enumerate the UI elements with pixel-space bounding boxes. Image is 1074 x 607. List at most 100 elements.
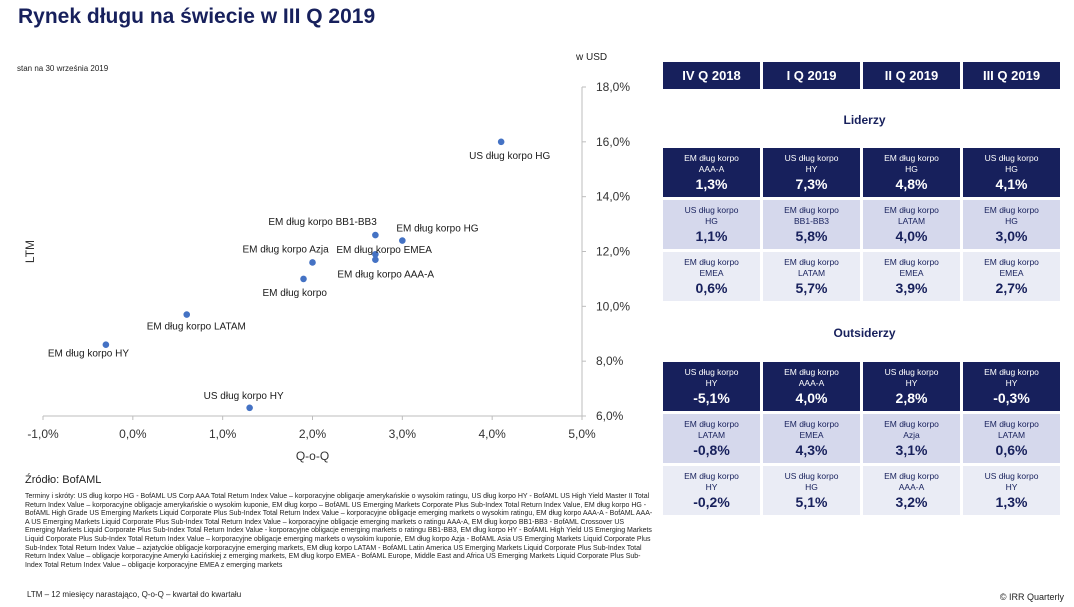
y-tick-label: 18,0% <box>596 80 630 94</box>
table-cell: US dług korpo HY 1,3% <box>963 466 1060 515</box>
y-tick-label: 16,0% <box>596 135 630 149</box>
y-axis-title: LTM <box>23 240 37 263</box>
table-cell: EM dług korpo HY -0,2% <box>663 466 760 515</box>
cell-value: -0,2% <box>693 494 730 510</box>
cell-subname: HY <box>1005 482 1018 492</box>
point-label: EM dług korpo BB1-BB3 <box>268 217 377 228</box>
cell-value: 3,0% <box>995 228 1028 244</box>
data-points: US dług korpo HG EM dług korpo BB1-BB3 EM … <box>48 138 551 412</box>
table-cell: EM dług korpo LATAM 0,6% <box>963 414 1060 463</box>
cell-subname: AAA-A <box>898 482 925 492</box>
cell-value: -0,8% <box>693 442 730 458</box>
cell-subname: LATAM <box>997 430 1026 440</box>
cell-value: 1,3% <box>695 176 728 192</box>
data-point <box>309 259 316 266</box>
table-cell: US dług korpo HG 5,1% <box>763 466 860 515</box>
table-cell: EM dług korpo Azja 3,1% <box>863 414 960 463</box>
cell-value: 4,8% <box>895 176 928 192</box>
cell-value: 3,1% <box>895 442 928 458</box>
table-cell: EM dług korpo EMEA 3,9% <box>863 252 960 301</box>
copyright: © IRR Quarterly <box>999 592 1064 602</box>
cell-subname: HY <box>805 164 818 174</box>
table-cell: EM dług korpo HG 3,0% <box>963 200 1060 249</box>
cell-value: 0,6% <box>995 442 1028 458</box>
cell-subname: HG <box>1005 164 1018 174</box>
cell-name: EM dług korpo <box>884 419 939 429</box>
cell-name: EM dług korpo <box>984 419 1039 429</box>
x-tick-label: -1,0% <box>27 427 59 441</box>
cell-name: EM dług korpo <box>884 257 939 267</box>
cell-subname: EMEA <box>699 268 724 278</box>
cell-subname: AAA-A <box>798 378 825 388</box>
table-cell: EM dług korpo BB1-BB3 5,8% <box>763 200 860 249</box>
cell-name: EM dług korpo <box>784 367 839 377</box>
data-point <box>246 404 253 412</box>
terms-note: Terminy i skróty: US dług korpo HG - Bof… <box>25 493 653 569</box>
table-cell: EM dług korpo AAA-A 1,3% <box>663 148 760 197</box>
date-note: stan na 30 września 2019 <box>17 64 109 73</box>
page-title: Rynek długu na świecie w III Q 2019 <box>18 5 376 28</box>
y-tick-label: 6,0% <box>596 409 624 423</box>
table-cell: EM dług korpo AAA-A 3,2% <box>863 466 960 515</box>
cell-subname: HG <box>805 482 818 492</box>
y-axis-ticks: 6,0% 8,0% 10,0% 12,0% 14,0% 16,0% 18,0% <box>582 80 630 423</box>
cell-value: -5,1% <box>693 390 730 406</box>
cell-subname: HY <box>705 482 718 492</box>
cell-subname: HY <box>1005 378 1018 388</box>
point-label: US dług korpo HG <box>469 151 550 162</box>
x-tick-label: 1,0% <box>209 427 237 441</box>
table-cell: US dług korpo HY 7,3% <box>763 148 860 197</box>
cell-value: 4,0% <box>795 390 828 406</box>
cell-name: US dług korpo <box>884 367 939 377</box>
x-axis-title: Q-o-Q <box>296 449 329 463</box>
cell-name: EM dług korpo <box>784 257 839 267</box>
cell-name: US dług korpo <box>784 471 839 481</box>
point-label: US dług korpo HY <box>204 391 284 402</box>
cell-subname: EMEA <box>799 430 824 440</box>
cell-value: 4,0% <box>895 228 928 244</box>
cell-name: US dług korpo <box>784 153 839 163</box>
table-cell: US dług korpo HG 1,1% <box>663 200 760 249</box>
point-label: EM dług korpo EMEA <box>336 245 432 256</box>
y-tick-label: 14,0% <box>596 190 630 204</box>
cell-name: US dług korpo <box>984 471 1039 481</box>
cell-subname: HY <box>905 378 918 388</box>
source-note: Źródło: BofAML <box>25 474 102 486</box>
cell-value: 7,3% <box>795 176 828 192</box>
table-cell: EM dług korpo EMEA 0,6% <box>663 252 760 301</box>
x-axis-ticks: -1,0% 0,0% 1,0% 2,0% 3,0% 4,0% 5,0% <box>27 416 596 441</box>
data-point <box>372 256 379 264</box>
cell-value: 4,1% <box>995 176 1028 192</box>
data-point <box>183 311 191 318</box>
data-point <box>300 275 307 283</box>
table-cell: US dług korpo HY 2,8% <box>863 362 960 411</box>
x-tick-label: 0,0% <box>119 427 147 441</box>
y-tick-label: 12,0% <box>596 245 630 259</box>
footnote: LTM – 12 miesięcy narastająco, Q-o-Q – k… <box>27 590 242 599</box>
cell-name: EM dług korpo <box>884 471 939 481</box>
point-label: EM dług korpo HY <box>48 349 129 360</box>
table-cell: EM dług korpo HG 4,8% <box>863 148 960 197</box>
cell-value: 4,3% <box>795 442 828 458</box>
table-cell: EM dług korpo LATAM -0,8% <box>663 414 760 463</box>
point-label: EM dług korpo HG <box>396 224 478 235</box>
cell-subname: LATAM <box>897 216 926 226</box>
data-point <box>497 138 505 146</box>
cell-value: 5,1% <box>795 494 828 510</box>
point-label: EM dług korpo Azja <box>243 244 330 255</box>
cell-value: 3,9% <box>895 280 928 296</box>
x-tick-label: 4,0% <box>478 427 506 441</box>
cell-name: EM dług korpo <box>684 471 739 481</box>
cell-name: US dług korpo <box>684 367 739 377</box>
table-cell: EM dług korpo LATAM 5,7% <box>763 252 860 301</box>
y-tick-label: 10,0% <box>596 299 630 313</box>
cell-subname: LATAM <box>697 430 726 440</box>
cell-value: 2,8% <box>895 390 928 406</box>
data-point <box>372 250 379 258</box>
y-tick-label: 8,0% <box>596 354 624 368</box>
cell-value: 5,8% <box>795 228 828 244</box>
cell-name: EM dług korpo <box>984 367 1039 377</box>
cell-name: EM dług korpo <box>984 205 1039 215</box>
table-cell: US dług korpo HG 4,1% <box>963 148 1060 197</box>
cell-subname: AAA-A <box>698 164 725 174</box>
